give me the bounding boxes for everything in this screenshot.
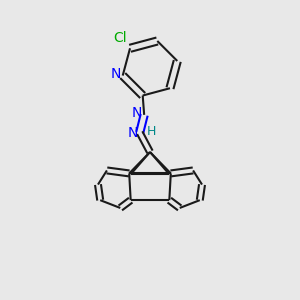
Text: H: H — [147, 125, 156, 138]
Text: Cl: Cl — [113, 31, 126, 45]
Text: N: N — [111, 68, 122, 81]
Text: N: N — [128, 126, 138, 140]
Text: N: N — [132, 106, 142, 120]
